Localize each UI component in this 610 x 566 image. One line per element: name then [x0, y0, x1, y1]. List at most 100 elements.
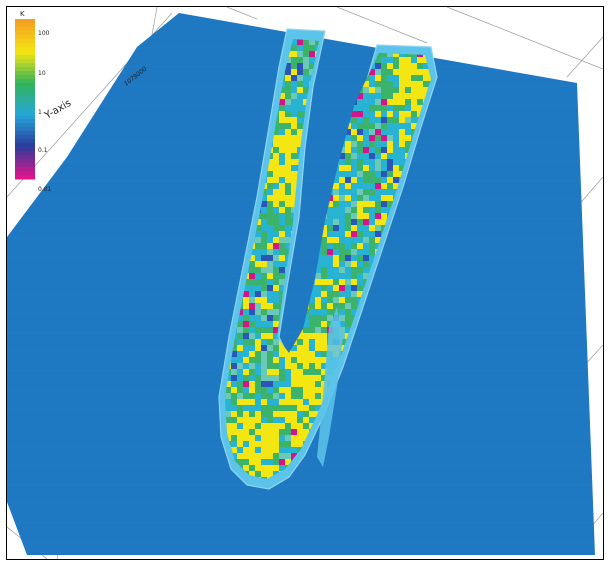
channel-cell — [261, 435, 267, 441]
channel-cell — [273, 393, 279, 399]
channel-cell — [309, 321, 315, 327]
channel-cell — [363, 147, 369, 153]
channel-cell — [267, 171, 273, 177]
channel-cell — [225, 423, 231, 429]
channel-cell — [291, 189, 297, 195]
channel-cell — [273, 387, 279, 393]
channel-cell — [387, 33, 393, 39]
channel-cell — [261, 267, 267, 273]
channel-cell — [267, 351, 273, 357]
channel-cell — [339, 315, 345, 321]
channel-cell — [249, 399, 255, 405]
channel-cell — [273, 351, 279, 357]
channel-cell — [255, 345, 261, 351]
channel-cell — [381, 93, 387, 99]
channel-cell — [297, 393, 303, 399]
channel-cell — [261, 315, 267, 321]
channel-cell — [327, 279, 333, 285]
channel-cell — [273, 123, 279, 129]
channel-cell — [357, 207, 363, 213]
channel-cell — [231, 435, 237, 441]
channel-cell — [375, 219, 381, 225]
channel-cell — [273, 453, 279, 459]
channel-cell — [321, 315, 327, 321]
channel-cell — [321, 231, 327, 237]
channel-cell — [249, 459, 255, 465]
channel-cell — [303, 81, 309, 87]
channel-cell — [297, 75, 303, 81]
channel-cell — [345, 189, 351, 195]
channel-cell — [243, 447, 249, 453]
channel-cell — [375, 225, 381, 231]
channel-cell — [255, 297, 261, 303]
channel-cell — [369, 69, 375, 75]
channel-cell — [315, 363, 321, 369]
channel-cell — [267, 183, 273, 189]
channel-cell — [291, 201, 297, 207]
channel-cell — [369, 213, 375, 219]
channel-cell — [285, 237, 291, 243]
channel-cell — [273, 273, 279, 279]
channel-cell — [369, 141, 375, 147]
channel-cell — [309, 333, 315, 339]
channel-cell — [351, 135, 357, 141]
channel-cell — [333, 183, 339, 189]
channel-cell — [261, 387, 267, 393]
channel-cell — [237, 351, 243, 357]
channel-cell — [303, 39, 309, 45]
channel-cell — [423, 75, 429, 81]
channel-cell — [231, 423, 237, 429]
channel-cell — [345, 255, 351, 261]
channel-cell — [267, 327, 273, 333]
channel-cell — [393, 183, 399, 189]
channel-cell — [249, 369, 255, 375]
channel-cell — [387, 159, 393, 165]
channel-cell — [435, 51, 441, 57]
channel-cell — [279, 447, 285, 453]
channel-cell — [255, 243, 261, 249]
grid-line — [226, 7, 258, 20]
channel-cell — [291, 123, 297, 129]
channel-cell — [237, 417, 243, 423]
channel-cell — [345, 261, 351, 267]
channel-cell — [321, 237, 327, 243]
channel-cell — [369, 177, 375, 183]
channel-cell — [291, 141, 297, 147]
channel-cell — [369, 159, 375, 165]
channel-cell — [381, 219, 387, 225]
channel-cell — [315, 357, 321, 363]
channel-cell — [249, 405, 255, 411]
channel-cell — [249, 429, 255, 435]
channel-cell — [351, 147, 357, 153]
channel-cell — [339, 243, 345, 249]
channel-cell — [273, 141, 279, 147]
channel-cell — [351, 123, 357, 129]
channel-cell — [309, 51, 315, 57]
channel-cell — [399, 147, 405, 153]
channel-cell — [291, 423, 297, 429]
colorbar-segment — [15, 27, 35, 32]
channel-cell — [243, 435, 249, 441]
channel-cell — [237, 315, 243, 321]
channel-cell — [309, 393, 315, 399]
channel-cell — [345, 177, 351, 183]
channel-cell — [327, 237, 333, 243]
channel-cell — [381, 165, 387, 171]
channel-cell — [411, 123, 417, 129]
channel-cell — [423, 81, 429, 87]
channel-cell — [297, 417, 303, 423]
channel-cell — [243, 441, 249, 447]
channel-cell — [375, 63, 381, 69]
channel-cell — [273, 369, 279, 375]
channel-cell — [363, 231, 369, 237]
channel-cell — [237, 309, 243, 315]
channel-cell — [375, 189, 381, 195]
channel-cell — [339, 177, 345, 183]
channel-cell — [285, 141, 291, 147]
channel-cell — [279, 243, 285, 249]
channel-cell — [351, 225, 357, 231]
channel-cell — [267, 285, 273, 291]
channel-cell — [375, 213, 381, 219]
channel-cell — [279, 237, 285, 243]
channel-cell — [357, 177, 363, 183]
